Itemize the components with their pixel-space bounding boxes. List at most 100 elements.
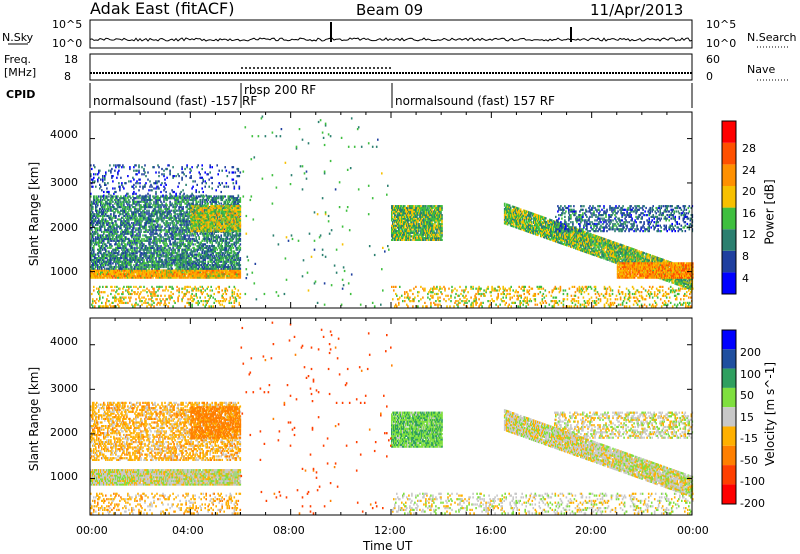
power-cell [205,273,207,276]
power-cell [165,273,167,276]
power-cell [220,236,222,239]
power-cell [138,260,140,263]
power-cell [112,197,114,200]
power-cell [206,206,208,210]
power-cell [237,271,240,274]
power-cell [180,241,182,244]
power-cell [236,221,239,224]
power-cell [131,260,133,263]
power-cell [207,230,209,233]
power-cell [171,216,173,219]
power-cell [158,198,160,202]
power-cell [142,262,144,265]
power-cell [108,232,110,235]
power-cell [154,227,156,230]
power-cell [176,260,178,263]
power-cell [159,213,161,216]
power-cell [172,220,174,223]
power-cell [211,265,213,269]
power-cell [189,214,191,218]
power-cell [108,222,110,225]
power-cell [98,195,100,198]
power-cell [232,214,235,218]
power-cell [106,220,108,223]
power-cell [169,227,171,230]
power-cell [195,195,197,198]
power-cell [90,211,92,214]
power-cell [95,230,97,233]
power-cell [156,252,158,255]
power-cell [109,267,111,270]
power-cell [201,265,203,269]
power-cell [220,265,222,269]
power-cell [115,269,117,272]
power-cell [198,214,200,217]
power-cell [170,267,172,270]
power-cell [128,241,130,244]
power-cell [215,262,217,265]
power-cell [152,245,154,248]
power-cell [106,211,108,214]
power-cell [115,243,117,246]
power-cell [131,241,133,244]
power-cell [103,232,105,235]
power-cell [108,252,110,255]
power-cell [229,204,232,207]
power-cell [183,273,185,276]
power-cell [157,262,159,265]
power-cell [210,214,212,217]
power-cell [123,200,125,203]
power-cell [230,255,233,258]
power-cell [110,227,112,230]
power-cell [203,253,205,256]
power-cell [201,214,203,217]
power-cell [167,264,169,267]
power-cell [187,229,189,232]
power-cell [93,252,95,255]
power-cell [206,236,208,239]
power-cell [99,239,101,242]
power-cell [202,222,204,226]
power-cell [171,257,173,260]
power-cell [134,253,136,256]
power-cell [185,227,187,230]
power-cell [209,253,211,256]
power-cell [224,206,226,210]
power-cell [234,274,237,277]
power-cell [110,200,112,203]
power-cell [196,274,198,277]
power-cell [163,252,165,255]
power-cell [203,267,205,270]
power-cell [133,258,135,261]
power-cell [215,205,217,208]
power-cell [234,267,237,270]
power-cell [155,213,157,216]
power-cell [135,197,137,200]
power-cell [193,195,195,198]
power-cell [222,195,224,198]
power-cell [176,255,178,258]
power-cell [97,197,99,200]
power-cell [170,236,172,239]
power-cell [189,223,191,226]
power-cell [237,210,240,213]
power-cell [179,232,181,235]
power-cell [159,248,161,251]
power-cell [111,222,113,225]
power-cell [189,260,191,263]
power-cell [131,258,133,261]
power-cell [151,271,153,274]
power-cell [95,262,97,265]
power-cell [220,202,222,205]
power-cell [138,237,140,241]
power-cell [228,200,231,203]
power-cell [209,230,211,233]
power-cell [117,246,119,249]
power-cell [125,252,127,255]
power-cell [140,207,142,210]
power-cell [193,239,195,242]
power-cell [123,214,125,218]
power-cell [138,276,140,279]
power-cell [149,245,151,248]
power-cell [132,258,134,261]
